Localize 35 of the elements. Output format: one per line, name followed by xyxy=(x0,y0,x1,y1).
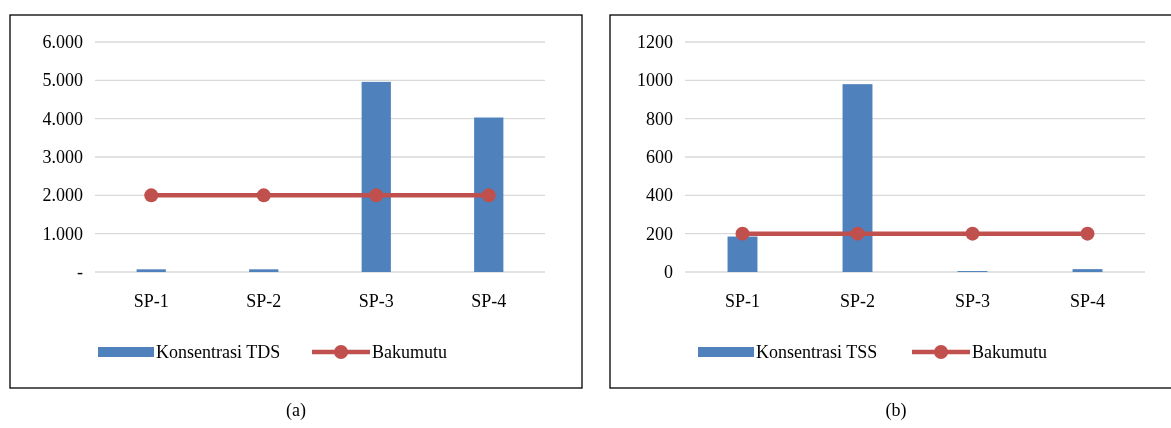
legend-label: Konsentrasi TDS xyxy=(156,342,281,362)
bar xyxy=(361,81,391,272)
legend-label: Bakumutu xyxy=(972,342,1047,362)
bar xyxy=(249,269,279,272)
x-tick-label: SP-1 xyxy=(724,291,761,311)
y-tick-label: 600 xyxy=(646,147,673,167)
x-tick-label: SP-2 xyxy=(246,291,282,311)
legend-label: Konsentrasi TSS xyxy=(756,342,878,362)
bar xyxy=(1072,269,1103,272)
x-tick-label: SP-4 xyxy=(1069,291,1106,311)
y-tick-label: 400 xyxy=(646,185,673,206)
y-tick-label: 2.000 xyxy=(42,185,83,206)
y-tick-label: 1200 xyxy=(637,32,673,52)
y-tick-label: 1.000 xyxy=(42,223,83,244)
y-tick-label: 4.000 xyxy=(42,108,83,129)
legend-label: Bakumutu xyxy=(372,342,447,362)
x-tick-label: SP-1 xyxy=(133,291,169,311)
bar xyxy=(727,236,758,272)
y-tick-label: 200 xyxy=(646,223,673,244)
x-tick-label: SP-2 xyxy=(839,291,876,311)
y-tick-label: 1000 xyxy=(637,70,673,91)
text: (b) xyxy=(885,400,907,421)
x-tick-label: SP-4 xyxy=(471,291,507,311)
y-tick-label: 3.000 xyxy=(42,147,83,167)
bar xyxy=(842,84,873,272)
x-tick-label: SP-3 xyxy=(954,291,991,311)
y-tick-label: 800 xyxy=(646,108,673,129)
x-tick-label: SP-3 xyxy=(358,291,394,311)
bar xyxy=(474,117,504,272)
y-tick-label: 6.000 xyxy=(42,32,83,52)
y-tick-label: - xyxy=(77,262,83,282)
bar xyxy=(136,269,166,272)
y-tick-label: 5.000 xyxy=(42,70,83,91)
text: (a) xyxy=(286,400,306,421)
y-tick-label: 0 xyxy=(664,262,673,282)
